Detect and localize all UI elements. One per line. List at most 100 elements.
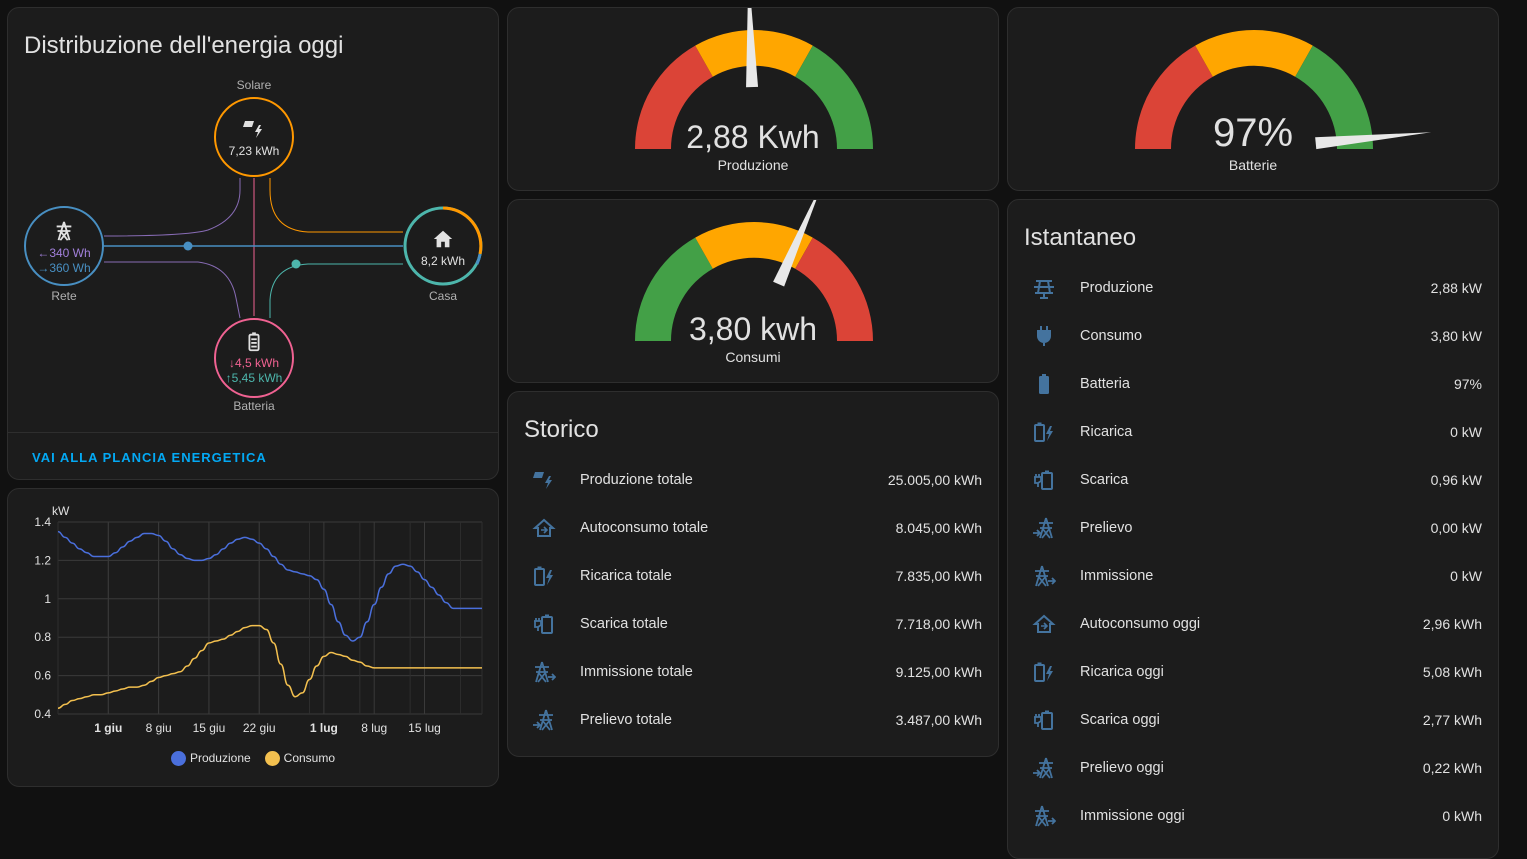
storico-label: Scarica totale <box>580 616 668 632</box>
transmission-tower-icon <box>56 221 72 241</box>
storico-label: Produzione totale <box>580 472 693 488</box>
power-plug-icon <box>1024 316 1064 356</box>
legend-production-swatch <box>170 751 186 767</box>
battery-discharge-icon <box>1024 460 1064 500</box>
battery-charging-icon <box>1024 652 1064 692</box>
istantaneo-label: Ricarica <box>1080 424 1133 440</box>
power-line-chart: 0.4 0.6 0.8 1 1.2 1.4kW 1 giu 8 giu 15 giu 22 giu… <box>34 504 483 735</box>
istantaneo-value: 0,22 kWh <box>1422 760 1482 776</box>
istantaneo-label: Produzione <box>1080 280 1154 296</box>
istantaneo-row[interactable]: Prelievo oggi 0,22 kWh <box>1024 744 1482 792</box>
battery-out-value: ↑5,45 kWh <box>225 371 283 385</box>
x-tick-label: 8 giu <box>146 721 172 735</box>
gauge-segment-amber <box>1195 30 1313 77</box>
storico-label: Autoconsumo totale <box>580 520 709 536</box>
istantaneo-row[interactable]: Ricarica 0 kW <box>1024 408 1482 456</box>
x-tick-label: 1 giu <box>94 721 122 735</box>
istantaneo-row[interactable]: Immissione 0 kW <box>1024 552 1482 600</box>
battery-in-value: ↓4,5 kWh <box>228 356 279 370</box>
storico-row[interactable]: Produzione totale 25.005,00 kWh <box>524 456 982 504</box>
solar-value: 7,23 kWh <box>228 144 280 158</box>
grid-import-value: →360 Wh <box>37 261 91 275</box>
istantaneo-row[interactable]: Scarica 0,96 kW <box>1024 456 1482 504</box>
battery-gauge-card[interactable]: 97% Batterie <box>1007 7 1499 191</box>
x-tick-label: 15 giu <box>193 721 226 735</box>
istantaneo-row[interactable]: Scarica oggi 2,77 kWh <box>1024 696 1482 744</box>
grid-export-value: ←340 Wh <box>37 246 91 260</box>
legend-consumption[interactable]: Consumo <box>264 751 335 767</box>
istantaneo-row[interactable]: Produzione 2,88 kW <box>1024 264 1482 312</box>
grid-node[interactable]: ←340 Wh →360 Wh <box>24 206 104 286</box>
legend-production[interactable]: Produzione <box>170 751 251 767</box>
arrow-down-icon: ↓ <box>228 356 235 370</box>
storico-card: Storico Produzione totale 25.005,00 kWh Au… <box>507 391 999 757</box>
consumption-gauge <box>635 200 873 341</box>
battery-gauge-value: 97% <box>1212 111 1294 155</box>
storico-title: Storico <box>524 416 599 443</box>
storico-value: 8.045,00 kWh <box>895 520 982 536</box>
storico-row[interactable]: Autoconsumo totale 8.045,00 kWh <box>524 504 982 552</box>
energy-distribution-card: Distribuzione dell'energia oggi Solare 7… <box>7 7 499 480</box>
flow-solar-grid <box>103 178 241 237</box>
istantaneo-row[interactable]: Consumo 3,80 kW <box>1024 312 1482 360</box>
istantaneo-value: 0 kWh <box>1442 808 1482 824</box>
storico-value: 3.487,00 kWh <box>895 712 982 728</box>
home-import-icon <box>1024 604 1064 644</box>
istantaneo-value: 2,77 kWh <box>1422 712 1482 728</box>
istantaneo-label: Ricarica oggi <box>1080 664 1164 680</box>
storico-label: Prelievo totale <box>580 712 672 728</box>
arrow-left-icon: ← <box>37 246 50 260</box>
istantaneo-row[interactable]: Autoconsumo oggi 2,96 kWh <box>1024 600 1482 648</box>
transmission-tower-import-icon <box>1024 508 1064 548</box>
transmission-tower-export-icon <box>524 652 564 692</box>
storico-value: 25.005,00 kWh <box>887 472 982 488</box>
storico-label: Immissione totale <box>580 664 693 680</box>
istantaneo-row[interactable]: Ricarica oggi 5,08 kWh <box>1024 648 1482 696</box>
gauge-needle <box>746 8 759 88</box>
energy-dashboard-link[interactable]: VAI ALLA PLANCIA ENERGETICA <box>32 450 267 465</box>
istantaneo-row[interactable]: Immissione oggi 0 kWh <box>1024 792 1482 840</box>
istantaneo-label: Autoconsumo oggi <box>1080 616 1201 632</box>
storico-value: 7.718,00 kWh <box>895 616 982 632</box>
istantaneo-row[interactable]: Batteria 97% <box>1024 360 1482 408</box>
consumption-gauge-card[interactable]: 3,80 kwh Consumi <box>507 199 999 383</box>
istantaneo-value: 2,96 kWh <box>1422 616 1482 632</box>
gauge-segment-red <box>1135 45 1213 149</box>
solar-node[interactable]: 7,23 kWh <box>214 97 294 177</box>
y-tick-label: 1 <box>44 592 51 606</box>
flow-grid-battery <box>104 261 241 319</box>
y-tick-label: 0.8 <box>34 630 51 644</box>
istantaneo-label: Prelievo oggi <box>1080 760 1164 776</box>
istantaneo-row[interactable]: Prelievo 0,00 kW <box>1024 504 1482 552</box>
chart-legend: Produzione Consumo <box>8 751 498 767</box>
gauge-needle <box>773 200 825 287</box>
gauge-segment-red <box>795 237 873 341</box>
production-gauge-card[interactable]: 2,88 Kwh Produzione <box>507 7 999 191</box>
transmission-tower-import-icon <box>524 700 564 740</box>
storico-row[interactable]: Ricarica totale 7.835,00 kWh <box>524 552 982 600</box>
grid-label: Rete <box>51 289 77 303</box>
series-line-consumption <box>57 624 482 709</box>
battery-charging-icon <box>524 556 564 596</box>
x-tick-label: 15 lug <box>408 721 441 735</box>
x-tick-label: 22 giu <box>243 721 276 735</box>
istantaneo-label: Immissione oggi <box>1080 808 1185 824</box>
battery-icon <box>1024 364 1064 404</box>
battery-node[interactable]: ↓4,5 kWh ↑5,45 kWh <box>214 318 294 398</box>
storico-row[interactable]: Immissione totale 9.125,00 kWh <box>524 648 982 696</box>
istantaneo-value: 0 kW <box>1450 424 1482 440</box>
home-import-icon <box>524 508 564 548</box>
transmission-tower-export-icon <box>1024 556 1064 596</box>
solar-power-icon <box>524 460 564 500</box>
consumption-gauge-name: Consumi <box>725 349 781 365</box>
storico-row[interactable]: Scarica totale 7.718,00 kWh <box>524 600 982 648</box>
flow-solar-home <box>269 178 403 233</box>
istantaneo-label: Consumo <box>1080 328 1143 344</box>
gauge-segment-red <box>635 45 713 149</box>
istantaneo-value: 0,00 kW <box>1430 520 1482 536</box>
storico-row[interactable]: Prelievo totale 3.487,00 kWh <box>524 696 982 744</box>
home-node[interactable]: 8,2 kWh <box>403 206 483 286</box>
home-label: Casa <box>428 289 457 303</box>
y-tick-label: 0.4 <box>34 707 51 721</box>
production-gauge-name: Produzione <box>717 157 789 173</box>
